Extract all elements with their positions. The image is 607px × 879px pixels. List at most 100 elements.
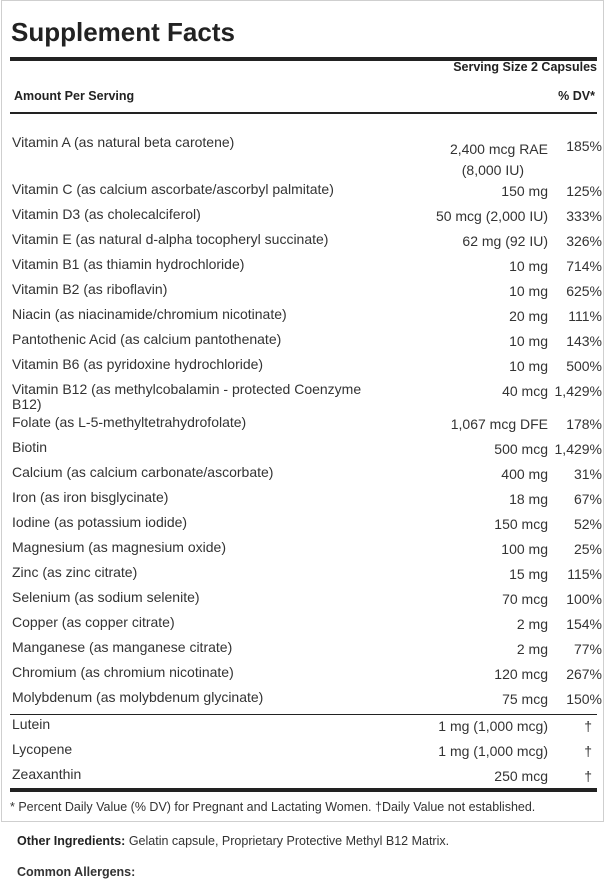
supplement-facts-panel: Supplement Facts Serving Size 2 Capsules… xyxy=(1,0,604,822)
nutrient-row: Copper (as copper citrate) 2 mg 154% xyxy=(12,615,602,640)
amount-value: 20 mg xyxy=(509,308,548,324)
nutrient-amount: 10 mg xyxy=(392,257,548,282)
nutrient-dv: † xyxy=(584,743,592,759)
divider xyxy=(10,714,597,715)
nutrient-dv: 154% xyxy=(566,616,602,632)
nutrient-amount: 15 mg xyxy=(392,565,548,590)
nutrient-row: Vitamin B12 (as methylcobalamin - protec… xyxy=(12,382,602,415)
common-allergens-label: Common Allergens: xyxy=(17,865,136,879)
serving-size: Serving Size 2 Capsules xyxy=(453,60,597,74)
other-nutrient-list: Lutein 1 mg (1,000 mcg) † Lycopene 1 mg (1,0… xyxy=(12,717,602,792)
nutrient-amount: 50 mcg (2,000 IU) xyxy=(392,207,548,232)
nutrient-row: Vitamin B1 (as thiamin hydrochloride) 10 … xyxy=(12,257,602,282)
nutrient-amount: 150 mcg xyxy=(392,515,548,540)
nutrient-name: Selenium (as sodium selenite) xyxy=(12,589,200,605)
nutrient-row: Calcium (as calcium carbonate/ascorbate)… xyxy=(12,465,602,490)
amount-value: 2 mg xyxy=(516,616,548,632)
amount-value: 120 mcg xyxy=(494,666,548,682)
nutrient-amount: 1 mg (1,000 mcg) xyxy=(392,717,548,742)
nutrient-row: Vitamin D3 (as cholecalciferol) 50 mcg (2… xyxy=(12,207,602,232)
amount-secondary: (8,000 IU) xyxy=(461,162,524,178)
nutrient-name: Pantothenic Acid (as calcium pantothenat… xyxy=(12,331,282,347)
nutrient-name: Zeaxanthin xyxy=(12,766,82,782)
amount-value: 10 mg xyxy=(509,283,548,299)
nutrient-name: Iodine (as potassium iodide) xyxy=(12,514,188,530)
nutrient-name: Vitamin B12 (as methylcobalamin - protec… xyxy=(12,381,362,412)
nutrient-row: Vitamin E (as natural d-alpha tocopheryl… xyxy=(12,232,602,257)
divider xyxy=(10,788,597,792)
footnote: * Percent Daily Value (% DV) for Pregnan… xyxy=(10,800,536,814)
nutrient-row: Chromium (as chromium nicotinate) 120 mcg… xyxy=(12,665,602,690)
other-ingredients-text: Gelatin capsule, Proprietary Protective … xyxy=(125,834,450,848)
nutrient-list: Vitamin A (as natural beta carotene) 2,40… xyxy=(12,135,602,715)
nutrient-dv: 267% xyxy=(566,666,602,682)
nutrient-dv: 326% xyxy=(566,233,602,249)
nutrient-row: Iodine (as potassium iodide) 150 mcg 52% xyxy=(12,515,602,540)
amount-value: 1 mg (1,000 mcg) xyxy=(438,718,548,734)
nutrient-dv: 31% xyxy=(573,466,602,482)
amount-value: 10 mg xyxy=(509,358,548,374)
amount-value: 10 mg xyxy=(509,333,548,349)
amount-value: 1 mg (1,000 mcg) xyxy=(438,743,548,759)
nutrient-amount: 1,067 mcg DFE xyxy=(392,415,548,440)
dv-header: % DV* xyxy=(558,89,595,103)
nutrient-amount: 75 mcg xyxy=(392,690,548,715)
nutrient-dv: 25% xyxy=(573,541,602,557)
nutrient-row: Biotin 500 mcg 1,429% xyxy=(12,440,602,465)
nutrient-dv: 52% xyxy=(573,516,602,532)
amount-value: 62 mg (92 IU) xyxy=(462,233,548,249)
nutrient-amount: 2 mg xyxy=(392,615,548,640)
nutrient-amount: 120 mcg xyxy=(392,665,548,690)
nutrient-dv: 150% xyxy=(566,691,602,707)
nutrient-row: Lutein 1 mg (1,000 mcg) † xyxy=(12,717,602,742)
amount-value: 75 mcg xyxy=(502,691,548,707)
nutrient-row: Vitamin B2 (as riboflavin) 10 mg 625% xyxy=(12,282,602,307)
nutrient-name: Vitamin C (as calcium ascorbate/ascorbyl… xyxy=(12,181,334,197)
nutrient-row: Vitamin B6 (as pyridoxine hydrochloride)… xyxy=(12,357,602,382)
nutrient-name: Biotin xyxy=(12,439,48,455)
nutrient-name: Vitamin B2 (as riboflavin) xyxy=(12,281,168,297)
nutrient-name: Vitamin B1 (as thiamin hydrochloride) xyxy=(12,256,245,272)
nutrient-amount: 100 mg xyxy=(392,540,548,565)
nutrient-name: Magnesium (as magnesium oxide) xyxy=(12,539,226,555)
nutrient-dv: 100% xyxy=(566,591,602,607)
nutrient-row: Iron (as iron bisglycinate) 18 mg 67% xyxy=(12,490,602,515)
nutrient-dv: 125% xyxy=(566,183,602,199)
nutrient-amount: 150 mg xyxy=(392,182,548,207)
nutrient-name: Niacin (as niacinamide/chromium nicotina… xyxy=(12,306,287,322)
amount-value: 150 mg xyxy=(501,183,548,199)
nutrient-amount: 400 mg xyxy=(392,465,548,490)
amount-value: 40 mcg xyxy=(502,383,548,399)
nutrient-name: Vitamin B6 (as pyridoxine hydrochloride) xyxy=(12,356,264,372)
nutrient-dv: 67% xyxy=(573,491,602,507)
nutrient-amount: 2,400 mcg RAE (8,000 IU) xyxy=(392,135,548,182)
amount-value: 2,400 mcg RAE xyxy=(449,141,548,157)
nutrient-amount: 10 mg xyxy=(392,357,548,382)
amount-value: 100 mg xyxy=(501,541,548,557)
nutrient-amount: 40 mcg xyxy=(392,382,548,415)
nutrient-row: Manganese (as manganese citrate) 2 mg 77% xyxy=(12,640,602,665)
nutrient-row: Niacin (as niacinamide/chromium nicotina… xyxy=(12,307,602,332)
nutrient-name: Molybdenum (as molybdenum glycinate) xyxy=(12,689,264,705)
nutrient-dv: 500% xyxy=(566,358,602,374)
nutrient-amount: 2 mg xyxy=(392,640,548,665)
nutrient-row: Zeaxanthin 250 mcg † xyxy=(12,767,602,792)
nutrient-dv: 143% xyxy=(566,333,602,349)
other-ingredients: Other Ingredients: Gelatin capsule, Prop… xyxy=(17,834,449,848)
amount-value: 400 mg xyxy=(501,466,548,482)
nutrient-amount: 18 mg xyxy=(392,490,548,515)
amount-value: 70 mcg xyxy=(502,591,548,607)
nutrient-amount: 250 mcg xyxy=(392,767,548,792)
nutrient-name: Lutein xyxy=(12,716,51,732)
nutrient-amount: 62 mg (92 IU) xyxy=(392,232,548,257)
nutrient-name: Copper (as copper citrate) xyxy=(12,614,175,630)
nutrient-amount: 20 mg xyxy=(392,307,548,332)
nutrient-dv: 714% xyxy=(566,258,602,274)
nutrient-amount: 10 mg xyxy=(392,332,548,357)
nutrient-row: Lycopene 1 mg (1,000 mcg) † xyxy=(12,742,602,767)
nutrient-dv: † xyxy=(584,768,592,784)
amount-value: 18 mg xyxy=(509,491,548,507)
nutrient-name: Iron (as iron bisglycinate) xyxy=(12,489,169,505)
panel-title: Supplement Facts xyxy=(11,17,235,47)
amount-value: 50 mcg (2,000 IU) xyxy=(435,208,548,224)
